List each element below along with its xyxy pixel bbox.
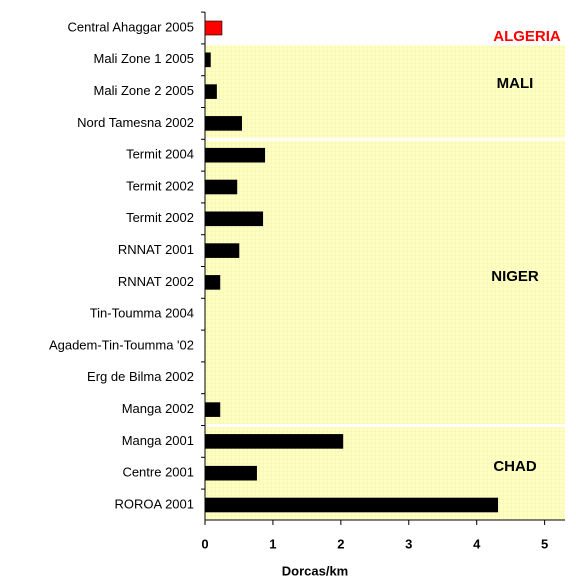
bar [204,211,264,227]
y-tick-label: Termit 2002 [126,178,194,193]
y-tick-label: Termit 2004 [126,147,194,162]
y-tick-label: Centre 2001 [122,465,194,480]
y-tick-label: Manga 2001 [122,433,194,448]
region-label: MALI [497,75,534,92]
bar [204,465,257,481]
bar [204,434,344,449]
y-tick-label: RNNAT 2001 [118,242,194,257]
y-tick-label: Central Ahaggar 2005 [68,19,194,34]
region-label: CHAD [493,458,536,475]
bar [204,497,499,513]
bar [204,84,217,99]
x-tick-label: 0 [201,536,208,551]
y-tick-label: Manga 2002 [122,401,194,416]
y-tick-label: Erg de Bilma 2002 [87,369,194,384]
bar [204,179,238,195]
x-tick-label: 5 [541,536,548,551]
y-tick-label: RNNAT 2002 [118,274,194,289]
x-axis-label: Dorcas/km [282,563,348,578]
bar [204,402,221,417]
region-label: ALGERIA [493,28,561,45]
x-tick-label: 3 [405,536,412,551]
y-tick-label: Nord Tamesna 2002 [77,115,194,130]
bar [204,52,211,68]
y-tick-label: Tin-Toumma 2004 [90,306,194,321]
bar [204,116,242,131]
bar [204,275,221,290]
bar [204,20,223,36]
y-tick-label: Mali Zone 1 2005 [94,51,194,66]
y-tick-label: Mali Zone 2 2005 [94,83,194,98]
region-band [205,45,565,138]
x-tick-label: 1 [269,536,276,551]
x-tick-label: 4 [473,536,481,551]
y-tick-label: Agadem-Tin-Toumma '02 [49,337,194,352]
region-label: NIGER [491,268,539,285]
y-tick-label: ROROA 2001 [115,496,195,511]
y-tick-label: Termit 2002 [126,210,194,225]
bar [204,243,240,258]
region-band [205,140,565,425]
x-tick-label: 2 [337,536,344,551]
bar [204,147,266,163]
